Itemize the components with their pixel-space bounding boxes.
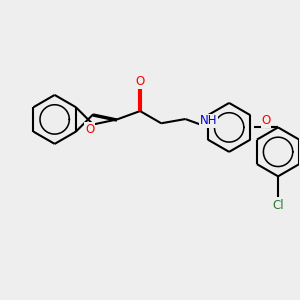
Text: O: O — [85, 123, 94, 136]
Text: NH: NH — [200, 114, 217, 128]
Text: O: O — [261, 114, 271, 128]
Text: Cl: Cl — [272, 199, 284, 212]
Text: O: O — [135, 75, 145, 88]
